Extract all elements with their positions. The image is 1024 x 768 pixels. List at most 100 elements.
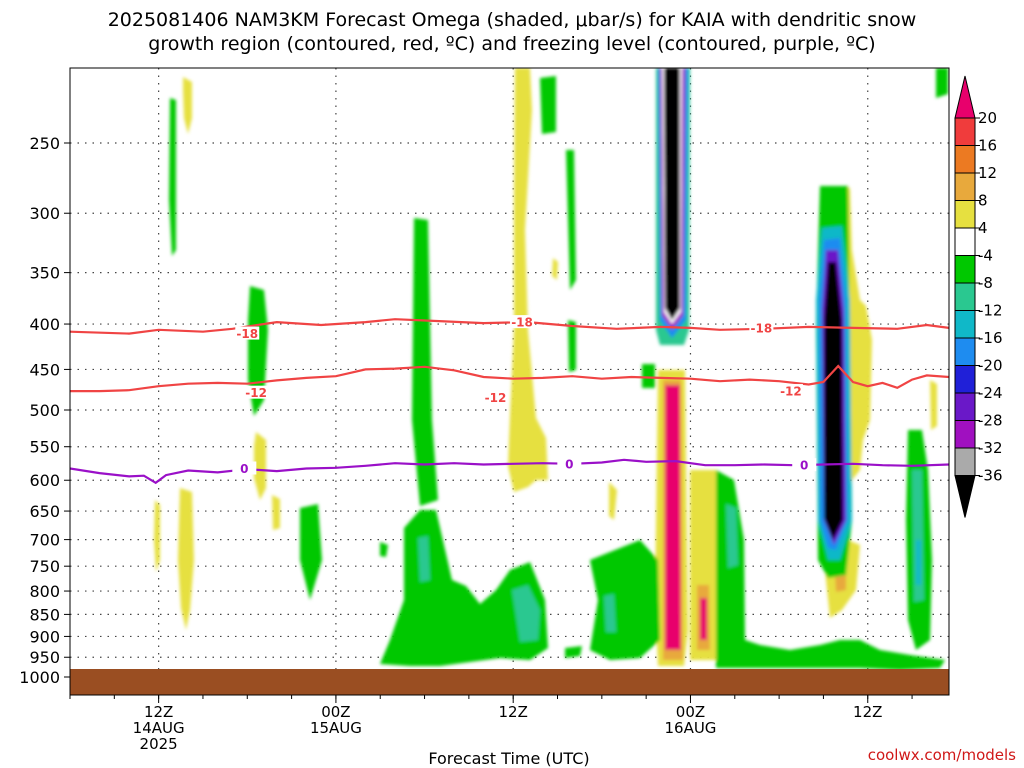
omega-positive-area	[272, 495, 280, 530]
contour-label-bg	[483, 390, 508, 404]
omega-shading	[154, 68, 948, 670]
contour-line	[70, 458, 949, 485]
contour-label-bg	[244, 385, 269, 399]
omega-negative-area	[826, 268, 841, 530]
colorbar-label: -16	[978, 329, 1003, 347]
y-tick-label: 300	[29, 204, 60, 223]
colorbar-label: 4	[978, 219, 988, 237]
ground-layer	[70, 669, 949, 695]
contour-label: -18	[511, 316, 533, 330]
y-tick-label: 400	[29, 315, 60, 334]
omega-negative-area	[512, 585, 540, 642]
colorbar: 20 16 12 8 4 -4 -8 -12 -16 -20 -24 -28 -32 -36	[954, 75, 1003, 518]
x-tick-label: 12Z	[499, 703, 528, 721]
contour-label: 0	[565, 457, 573, 471]
omega-positive-area	[609, 482, 617, 520]
title-line-2: growth region (contoured, red, ºC) and f…	[148, 33, 875, 55]
omega-negative-area	[540, 76, 556, 134]
y-tick-label: 500	[29, 401, 60, 420]
title-line-1: 2025081406 NAM3KM Forecast Omega (shaded…	[108, 9, 917, 31]
colorbar-swatch	[954, 117, 976, 146]
colorbar-swatch	[954, 392, 976, 421]
omega-negative-area	[380, 542, 388, 557]
x-tick-label: 16AUG	[664, 719, 716, 737]
colorbar-swatch	[954, 310, 976, 339]
contour-label-bg	[557, 456, 582, 470]
omega-positive-area	[690, 470, 716, 660]
colorbar-swatch	[954, 420, 976, 449]
omega-negative-area	[916, 540, 921, 585]
colorbar-label: -32	[978, 439, 1003, 457]
contour-label-bg	[792, 458, 817, 472]
omega-negative-area	[642, 364, 655, 388]
x-tick-label: 00Z	[321, 703, 350, 721]
y-tick-label: 950	[29, 648, 60, 667]
omega-negative-area	[565, 646, 582, 658]
omega-positive-area	[665, 385, 681, 650]
contour-label: 0	[800, 459, 808, 473]
y-tick-label: 350	[29, 264, 60, 283]
y-tick-label: 800	[29, 582, 60, 601]
colorbar-swatch	[954, 200, 976, 229]
x-tick-label: 2025	[140, 735, 178, 753]
omega-negative-area	[568, 320, 576, 372]
y-tick-label: 250	[29, 134, 60, 153]
y-tick-label: 750	[29, 557, 60, 576]
omega-negative-area	[169, 98, 176, 256]
omega-negative-area	[664, 68, 680, 320]
colorbar-label: -24	[978, 384, 1003, 402]
y-tick-label: 650	[29, 502, 60, 521]
colorbar-label: -8	[978, 274, 993, 292]
omega-negative-area	[566, 150, 576, 290]
y-tick-label: 600	[29, 471, 60, 490]
contour-label: -18	[751, 321, 773, 335]
omega-negative-area	[418, 536, 430, 582]
x-tick-label: 15AUG	[310, 719, 362, 737]
omega-positive-area	[930, 380, 937, 430]
colorbar-label: -28	[978, 412, 1003, 430]
contour-label-bg	[235, 326, 260, 340]
omega-positive-area	[552, 258, 558, 280]
contour-label-bg	[232, 461, 257, 475]
colorbar-swatch	[954, 447, 976, 476]
colorbar-label: -12	[978, 302, 1003, 320]
contour-label-bg	[749, 320, 774, 334]
temperature-contours: -18 -18 -18 -12 -12 -12 0 0 0	[70, 315, 949, 485]
colorbar-swatch	[954, 145, 976, 174]
x-tick-label: 00Z	[676, 703, 705, 721]
contour-label: -12	[485, 391, 507, 405]
y-tick-label: 700	[29, 531, 60, 550]
contour-label: 0	[240, 462, 248, 476]
colorbar-swatch	[954, 337, 976, 366]
omega-positive-area	[254, 432, 266, 500]
x-axis-title: Forecast Time (UTC)	[428, 749, 589, 768]
colorbar-label: 12	[978, 164, 997, 182]
omega-negative-area	[604, 594, 616, 632]
colorbar-swatch	[954, 282, 976, 311]
omega-positive-area	[178, 488, 194, 630]
contour-line	[70, 364, 949, 393]
plot-border	[69, 67, 950, 696]
y-gridlines: 250 300 350 400 450 500 550 600 650 700 750 800 850 9…	[19, 68, 949, 687]
contour-label-bg	[510, 315, 535, 329]
omega-negative-area	[300, 504, 322, 600]
colorbar-label: 20	[978, 109, 997, 127]
omega-negative-area	[936, 68, 948, 98]
colorbar-label: 16	[978, 137, 997, 155]
contour-label: -12	[245, 386, 267, 400]
colorbar-label: -36	[978, 467, 1003, 485]
y-tick-label: 900	[29, 627, 60, 646]
omega-positive-area	[183, 77, 192, 134]
contour-label: -12	[780, 385, 802, 399]
omega-positive-area	[154, 500, 160, 572]
colorbar-label: 8	[978, 192, 988, 210]
omega-negative-area	[726, 504, 738, 568]
colorbar-bottom-arrow	[954, 475, 976, 518]
omega-positive-area	[700, 598, 707, 640]
omega-negative-area	[716, 470, 945, 670]
colorbar-top-arrow	[954, 75, 976, 119]
contour-label: -18	[236, 327, 258, 341]
y-tick-label: 550	[29, 438, 60, 457]
